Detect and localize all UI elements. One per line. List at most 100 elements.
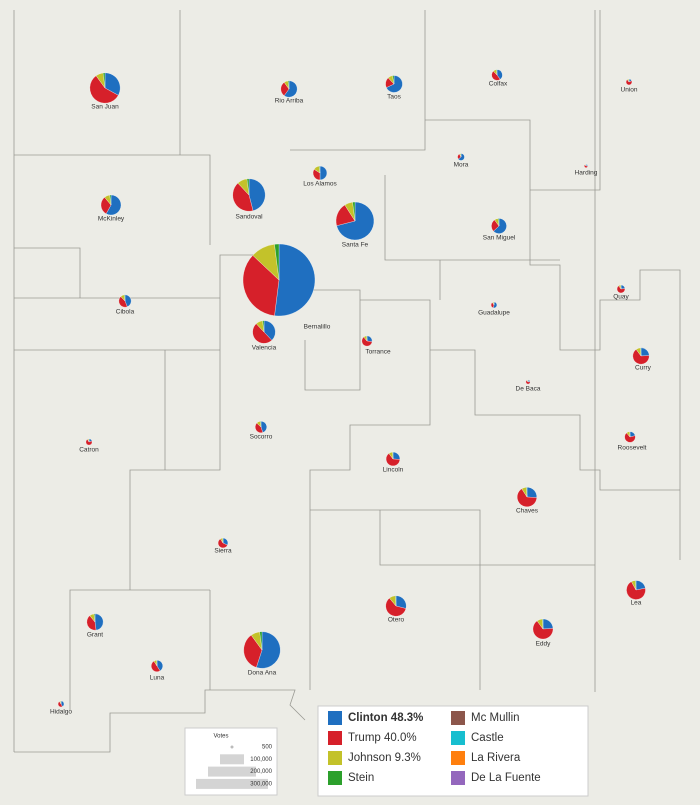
legend-swatch: [328, 771, 342, 785]
legend-swatch: [328, 751, 342, 765]
pie-slice: [392, 75, 395, 85]
county-label: Harding: [575, 170, 598, 177]
pie-slice: [105, 194, 122, 216]
county-label: Luna: [150, 675, 165, 682]
county-label: Dona Ana: [248, 670, 277, 677]
county-label: Sierra: [214, 548, 232, 555]
county-label: Bernalillo: [304, 324, 331, 331]
pie-slice: [385, 453, 401, 467]
votes-legend: 500 100,000 200,000 300,000: [196, 745, 273, 789]
county-label: Los Alamos: [303, 181, 337, 188]
pie-slice: [632, 349, 650, 365]
pie-slice: [526, 487, 528, 498]
votes-legend-label: 100,000: [250, 757, 272, 763]
pie-slice: [93, 613, 96, 623]
legend-label: Stein: [348, 772, 374, 784]
pie-slice: [243, 634, 263, 668]
pie-slice: [386, 75, 403, 93]
pie-slice: [85, 439, 93, 446]
pie-slice: [124, 294, 126, 302]
pie-slice: [616, 285, 626, 294]
county-label: Colfax: [489, 81, 508, 88]
legend-label: Castle: [471, 732, 504, 744]
pie-slice: [318, 165, 321, 174]
pie-slice: [124, 294, 132, 307]
county-label: Eddy: [536, 641, 552, 648]
legend-swatch: [451, 731, 465, 745]
county-label: Lea: [631, 600, 642, 607]
county-label: Hidalgo: [50, 709, 72, 716]
county-labels: San Juan Rio Arriba Taos Colfax Union Mora Har…: [50, 81, 652, 716]
legend: Clinton 48.3% Trump 40.0% Johnson 9.3% Stei…: [328, 711, 541, 785]
pie-slice: [283, 80, 298, 98]
votes-legend-label: 300,000: [250, 781, 272, 787]
pie-slice: [262, 320, 265, 333]
legend-swatch: [451, 711, 465, 725]
votes-legend-mark: [208, 766, 256, 777]
pie-slice: [517, 488, 537, 507]
county-label: Torrance: [365, 349, 391, 356]
pie-slice: [118, 296, 128, 308]
county-label: Sandoval: [235, 214, 263, 221]
pie-slice: [361, 336, 373, 347]
county-label: Rio Arriba: [275, 98, 304, 105]
county-label: Curry: [635, 365, 652, 372]
county-label: McKinley: [98, 216, 125, 223]
pie-slice: [274, 243, 316, 317]
legend-label: Mc Mullin: [471, 712, 520, 724]
pie-slice: [248, 178, 266, 211]
pies: [57, 69, 650, 708]
county-label: Socorro: [250, 434, 273, 441]
legend-swatch: [451, 751, 465, 765]
votes-legend-label: 500: [262, 745, 273, 751]
county-label: Union: [621, 87, 638, 94]
pie-slice: [94, 613, 104, 631]
votes-legend-mark: [220, 754, 244, 765]
pie-slice: [385, 597, 407, 617]
county-label: Guadalupe: [478, 310, 510, 317]
votes-legend-mark: [196, 778, 268, 789]
legend-swatch: [451, 771, 465, 785]
pie-slice: [259, 631, 263, 651]
pie-slice: [242, 255, 280, 316]
pie-slice: [104, 72, 121, 96]
pie-slice: [624, 432, 636, 443]
votes-legend-mark: [230, 745, 234, 749]
legend-label: Clinton 48.3%: [348, 712, 423, 724]
pie-slice: [635, 580, 637, 591]
pie-slice: [252, 323, 273, 344]
county-label: De Baca: [516, 386, 541, 393]
county-label: Grant: [87, 632, 103, 639]
pie-slice: [640, 347, 642, 357]
county-label: San Miguel: [483, 235, 516, 242]
pie-slice: [457, 153, 465, 161]
legend-label: Trump 40.0%: [348, 732, 417, 744]
pie-slice: [626, 581, 646, 600]
pie-slice: [496, 69, 498, 76]
pie-slice: [336, 201, 375, 241]
county-borders: [13, 10, 681, 753]
pie-slice: [109, 194, 112, 206]
pie-slice: [493, 218, 507, 234]
legend-swatch: [328, 711, 342, 725]
pie-slice: [102, 72, 106, 89]
pie-slice: [395, 595, 397, 607]
legend-label: La Rivera: [471, 752, 521, 764]
pie-slice: [89, 75, 119, 104]
pie-slice: [260, 421, 267, 433]
pie-slice: [352, 201, 356, 222]
pie-slice: [256, 631, 281, 669]
pie-slice: [232, 182, 254, 212]
pie-slice: [246, 178, 250, 196]
legend-label: De La Fuente: [471, 772, 541, 784]
pie-slice: [497, 218, 500, 227]
pie-slice: [86, 615, 97, 631]
pie-slice: [542, 618, 544, 630]
county-label: Taos: [387, 94, 401, 101]
county-label: Cibola: [116, 309, 135, 316]
pie-slice: [274, 243, 280, 281]
legend-swatch: [328, 731, 342, 745]
county-label: Santa Fe: [342, 242, 369, 249]
